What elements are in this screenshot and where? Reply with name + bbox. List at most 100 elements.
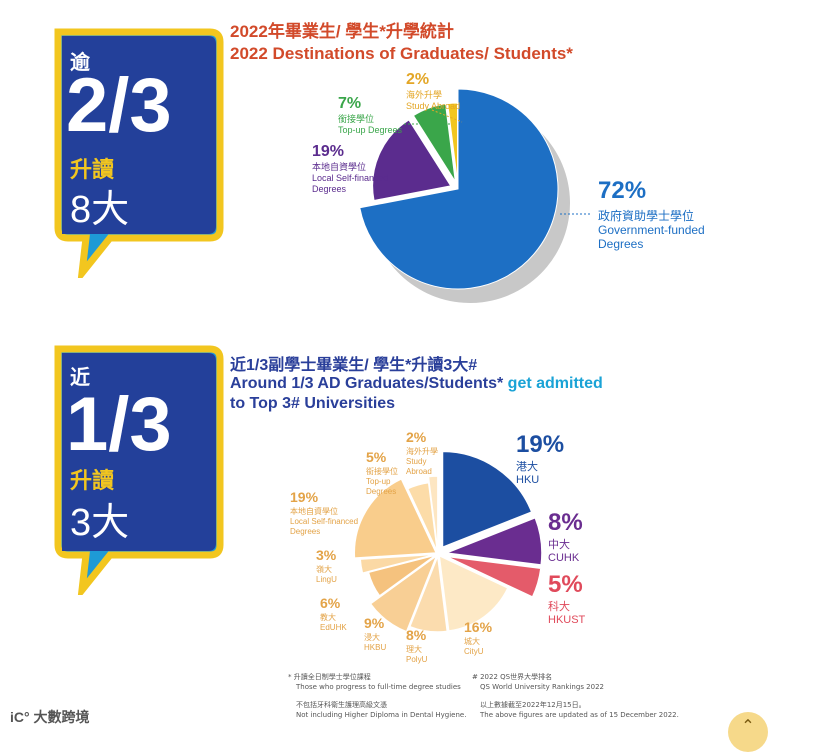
chart1-slice-1-pct: 72%	[598, 177, 646, 204]
footnote-update-en: The above figures are updated as of 15 D…	[480, 711, 679, 719]
chart2-slice-8-zh: 嶺大	[316, 564, 332, 574]
section1-title-zh: 2022年畢業生/ 學生*升學統計	[230, 22, 454, 41]
chart2-slice-3-pct: 5%	[548, 571, 583, 598]
footnote-update: 以上數據截至2022年12月15日。 The above figures are…	[480, 700, 679, 720]
slice-9	[353, 477, 438, 559]
chart2-slice-9-pct: 19%	[290, 489, 319, 505]
section2-title-en-line2: to Top 3# Universities	[230, 395, 396, 412]
chart2-slice-9-en-1: Degrees	[290, 527, 320, 536]
leader-line	[431, 109, 463, 123]
slice-6	[369, 553, 439, 633]
chart2-slice-2-zh: 中大	[548, 537, 570, 551]
chart2-slice-10-pct: 5%	[366, 449, 387, 465]
speech-bubble-shape	[54, 345, 224, 595]
slice-1	[441, 450, 533, 549]
watermark: iC° 大數跨境	[10, 707, 90, 727]
bubble2-line1: 升讀	[70, 468, 115, 493]
footnote-exclusion-en: Not including Higher Diploma in Dental H…	[296, 711, 467, 719]
destinations-pie-chart: 72%政府資助學士學位Government-fundedDegrees19%本地…	[312, 71, 705, 304]
bubble1-line2: 8大	[70, 189, 130, 231]
footnote-exclusion: 不包括牙科衛生護理高級文憑 Not including Higher Diplo…	[296, 700, 466, 720]
chart2-slice-10-zh: 銜接學位	[366, 466, 398, 476]
chart2-slice-4-en-0: CityU	[464, 647, 484, 656]
chart1-slice-3-zh: 銜接學位	[338, 113, 374, 125]
chart2-slice-9-en-0: Local Self-financed	[290, 517, 358, 526]
chart2-slice-2-en-0: CUHK	[548, 552, 580, 564]
chart1-slice-2-zh: 本地自資學位	[312, 161, 366, 173]
bubble1-line1: 升讀	[70, 157, 115, 182]
footnote-progress-zh: * 升讀全日制學士學位課程	[288, 673, 371, 681]
chevron-up-icon: ⌃	[741, 718, 755, 735]
chart2-slice-1-zh: 港大	[516, 459, 538, 473]
scroll-to-top-button[interactable]: ⌃	[728, 712, 768, 752]
slice-4	[438, 554, 509, 632]
section2-title-zh: 近1/3副學士畢業生/ 學生*升讀3大#	[230, 357, 478, 374]
bubble2-fraction: 1/3	[66, 382, 172, 467]
footnote-ranking-en: QS World University Rankings 2022	[480, 683, 605, 691]
chart1-slice-3-pct: 7%	[338, 95, 361, 112]
chart1-slice-4-pct: 2%	[406, 71, 429, 88]
chart2-slice-4-pct: 16%	[464, 619, 493, 635]
chart2-slice-5-pct: 8%	[406, 627, 427, 643]
chart1-slice-1-en-0: Government-funded	[598, 223, 705, 237]
section1-title-en: 2022 Destinations of Graduates/ Students…	[230, 44, 573, 63]
chart2-slice-11-en-0: Study	[406, 457, 426, 466]
chart2-slice-11-zh: 海外升學	[406, 446, 438, 456]
top3-pie-chart: 19%港大HKU8%中大CUHK5%科大HKUST16%城大CityU8%理大P…	[290, 429, 586, 664]
section2-title-en-part1: Around 1/3 AD Graduates/Students*	[230, 375, 504, 392]
chart2-slice-7-pct: 6%	[320, 595, 341, 611]
chart2-slice-5-en-0: PolyU	[406, 655, 428, 664]
slice-2	[445, 516, 543, 566]
chart1-slice-1-zh: 政府資助學士學位	[598, 208, 694, 223]
chart2-slice-6-pct: 9%	[364, 615, 385, 631]
chart1-slice-1-en-1: Degrees	[598, 237, 643, 251]
watermark-text: 大數跨境	[33, 709, 90, 725]
chart2-slice-9-zh: 本地自資學位	[290, 506, 338, 516]
slice-5	[408, 555, 449, 633]
chart1-slice-2-en-1: Degrees	[312, 184, 347, 194]
footnote-progress-en: Those who progress to full-time degree s…	[296, 683, 461, 691]
chart1-slice-3-en-0: Top-up Degrees	[338, 125, 403, 135]
chart1-slice-2-pct: 19%	[312, 143, 344, 160]
stat-bubble-2: 近 1/3 升讀 3大	[48, 345, 228, 595]
slice-3	[445, 555, 542, 599]
watermark-logo-icon: iC°	[10, 709, 30, 725]
footnote-progress: * 升讀全日制學士學位課程 Those who progress to full…	[288, 672, 461, 692]
bubble1-fraction: 2/3	[66, 63, 172, 148]
chart2-slice-6-en-0: HKBU	[364, 643, 386, 652]
footnote-ranking: # 2022 QS世界大學排名 QS World University Rank…	[472, 672, 604, 692]
chart2-slice-2-pct: 8%	[548, 509, 583, 536]
chart2-slice-5-zh: 理大	[406, 644, 422, 654]
slice-1	[359, 88, 559, 290]
section2-title-en: Around 1/3 AD Graduates/Students* get ad…	[230, 374, 603, 394]
slice-3	[412, 103, 456, 182]
footnote-ranking-zh: # 2022 QS世界大學排名	[472, 673, 553, 681]
slice-4	[447, 102, 458, 182]
chart2-slice-6-zh: 浸大	[364, 632, 380, 642]
speech-bubble-shape	[54, 28, 224, 278]
footnote-exclusion-zh: 不包括牙科衛生護理高級文憑	[296, 701, 387, 709]
bubble1-prefix: 逾	[70, 52, 90, 74]
bubble2-prefix: 近	[70, 367, 90, 389]
section2-title-en-part2: get admitted	[503, 375, 603, 392]
chart2-slice-11-en-1: Abroad	[406, 467, 432, 476]
chart2-slice-10-en-1: Degrees	[366, 487, 396, 496]
chart2-slice-4-zh: 城大	[464, 636, 480, 646]
slice-8	[359, 553, 437, 575]
footnote-update-zh: 以上數據截至2022年12月15日。	[480, 701, 586, 709]
chart1-slice-2-en-0: Local Self-financed	[312, 173, 389, 183]
